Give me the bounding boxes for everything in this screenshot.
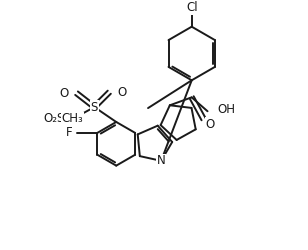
Text: OH: OH — [217, 103, 235, 116]
Text: O: O — [117, 86, 127, 99]
Text: N: N — [157, 154, 165, 167]
Text: F: F — [66, 126, 72, 140]
Text: S: S — [91, 100, 98, 114]
Text: O: O — [59, 87, 69, 100]
Text: S: S — [91, 100, 98, 114]
Text: CH₃: CH₃ — [62, 112, 83, 126]
Text: O₂S: O₂S — [43, 112, 65, 126]
Text: O: O — [205, 118, 215, 131]
Text: Cl: Cl — [186, 1, 197, 14]
